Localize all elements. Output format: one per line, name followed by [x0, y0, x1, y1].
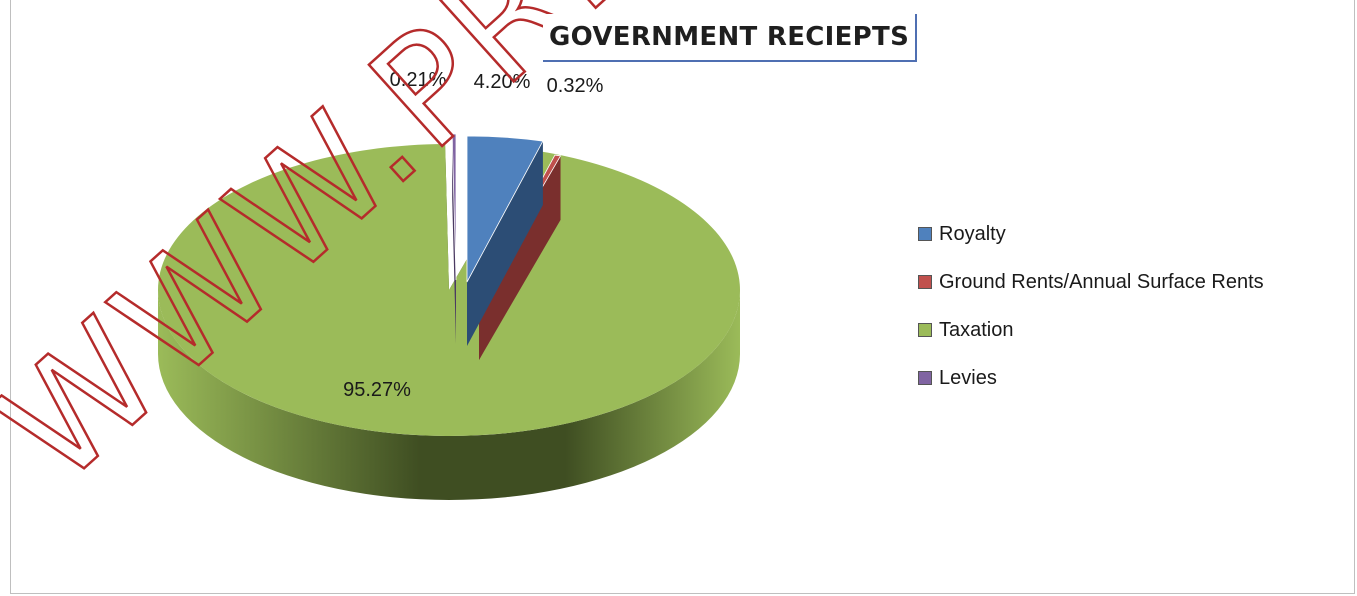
slice-top: [466, 135, 544, 283]
legend-swatch: [918, 371, 932, 385]
legend-swatch: [918, 275, 932, 289]
data-label: 95.27%: [343, 379, 411, 401]
legend-item: Levies: [918, 366, 1264, 390]
slice-edge: [452, 134, 456, 344]
slice-top: [451, 133, 457, 281]
legend-item: Royalty: [918, 222, 1264, 246]
legend-item: Ground Rents/Annual Surface Rents: [918, 270, 1264, 294]
legend-label: Levies: [939, 366, 997, 389]
slice-side: [158, 290, 740, 500]
slice-levies: [451, 133, 457, 344]
legend-item: Taxation: [918, 318, 1264, 342]
data-label: 0.21%: [390, 69, 447, 91]
slice-top: [158, 144, 740, 437]
legend-swatch: [918, 323, 932, 337]
legend-label: Royalty: [939, 222, 1006, 245]
legend-label: Taxation: [939, 318, 1014, 341]
data-label: 4.20%: [474, 71, 531, 93]
data-label: 0.32%: [547, 75, 604, 97]
slice-edge: [467, 141, 543, 346]
slice-royalty: [466, 135, 544, 346]
legend: Royalty Ground Rents/Annual Surface Rents…: [918, 222, 1264, 414]
legend-swatch: [918, 227, 932, 241]
chart-title: GOVERNMENT RECIEPTS: [543, 14, 918, 62]
legend-label: Ground Rents/Annual Surface Rents: [939, 270, 1264, 293]
